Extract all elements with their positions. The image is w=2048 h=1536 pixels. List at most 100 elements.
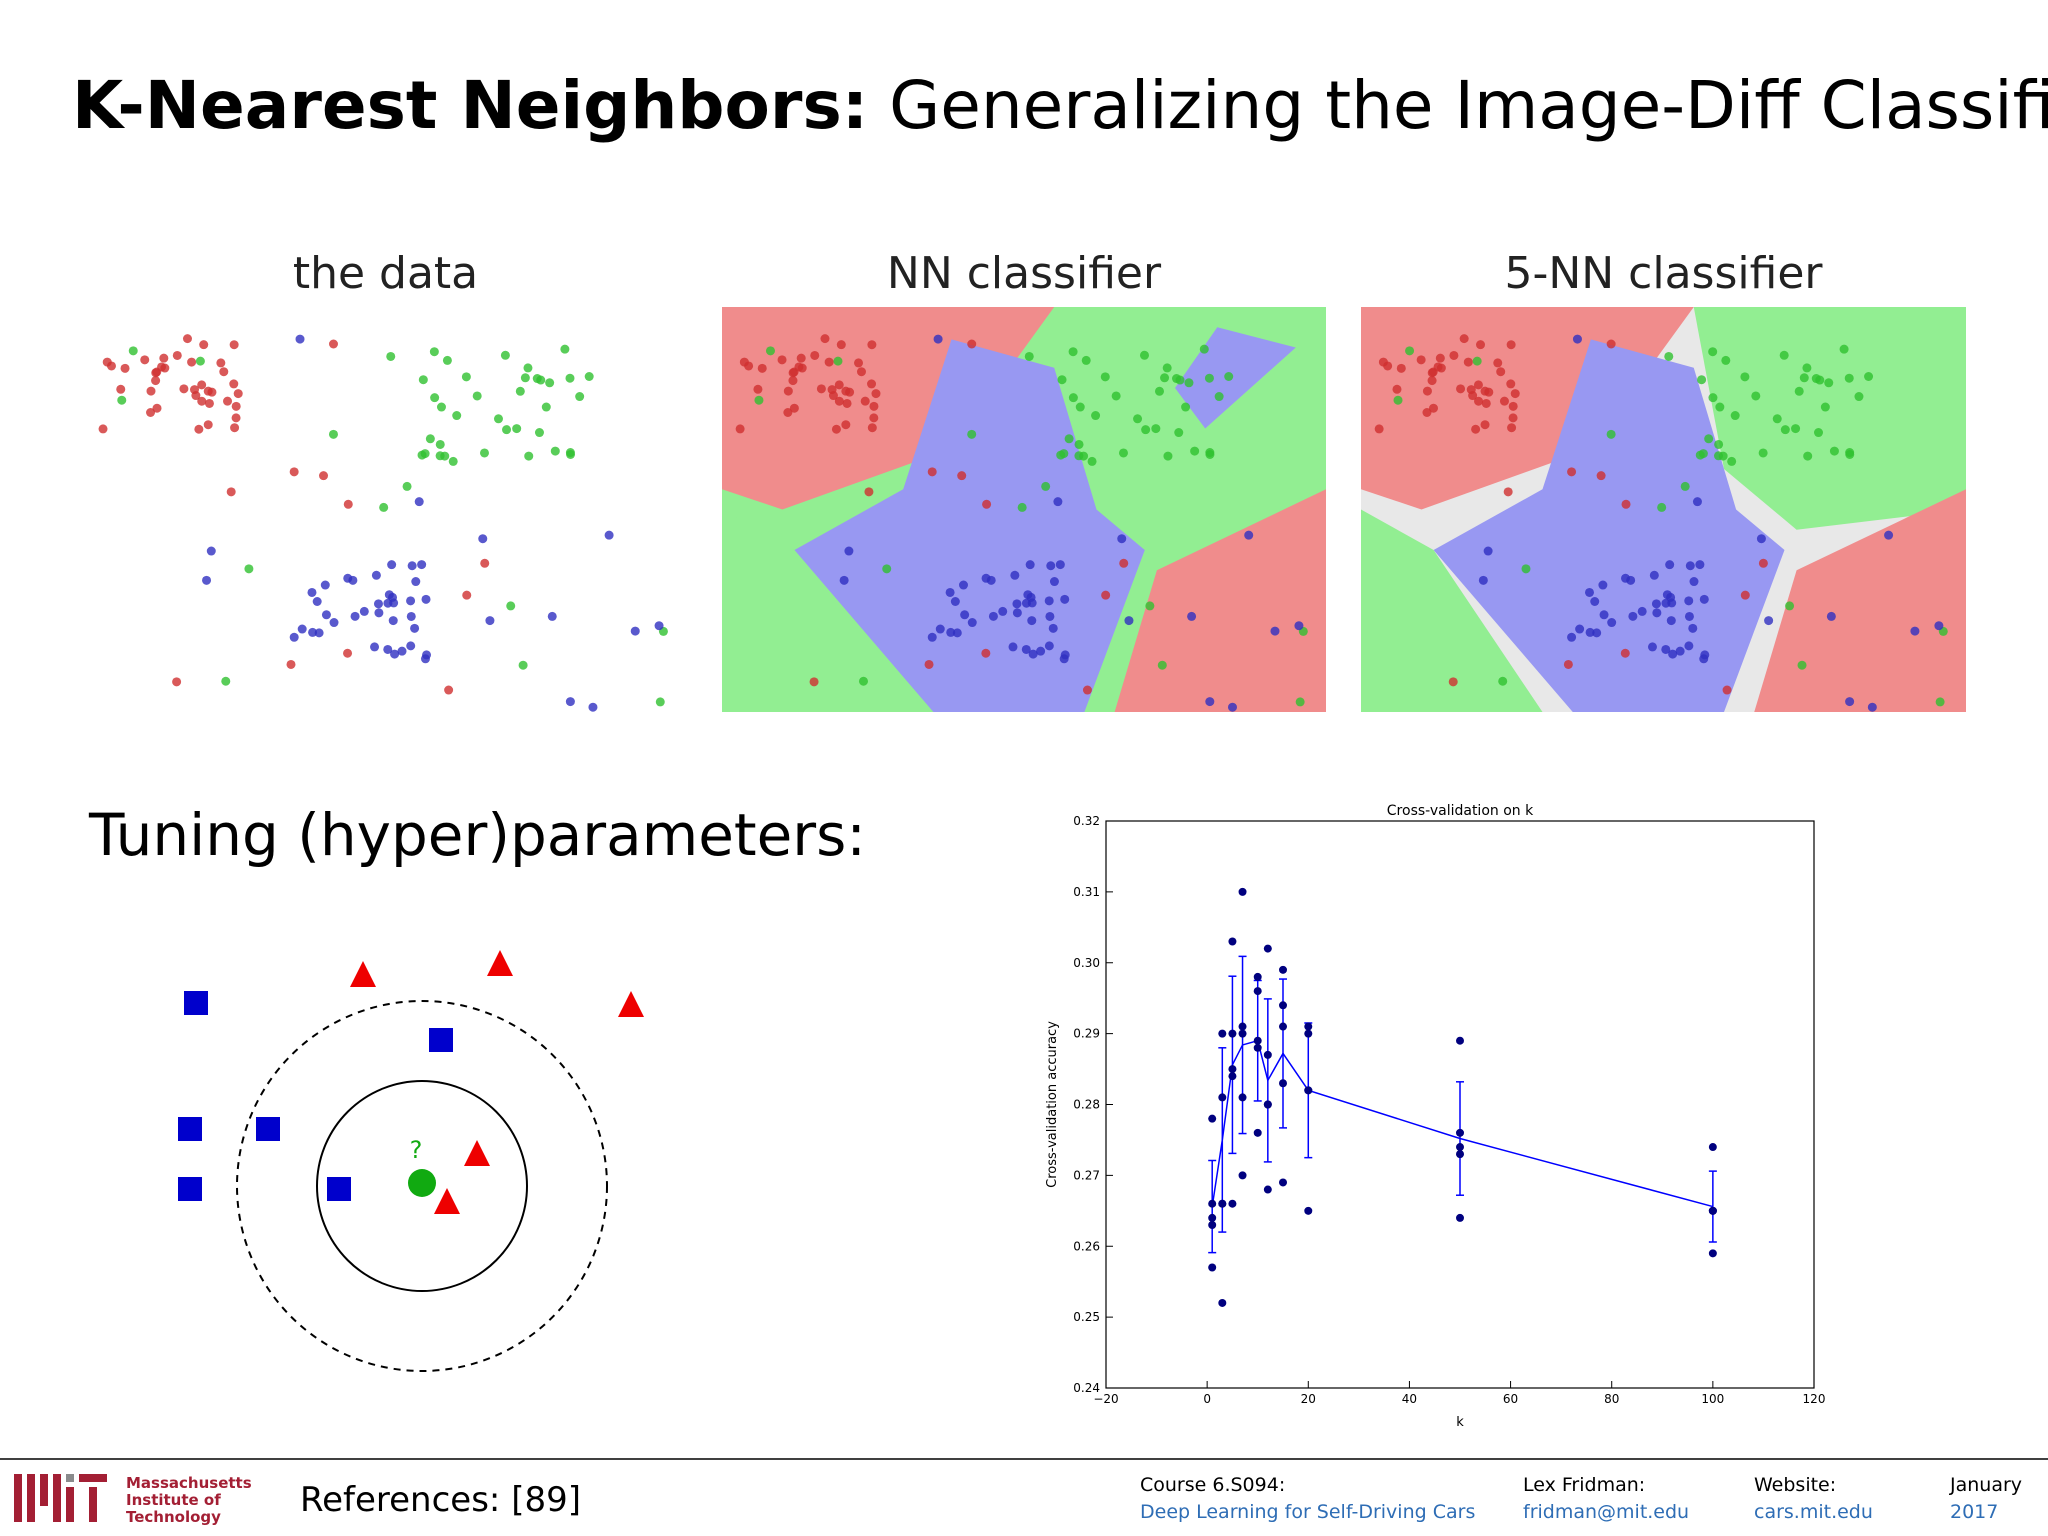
cv-point — [1304, 1022, 1313, 1031]
sample-dot — [739, 357, 749, 367]
sample-dot — [1779, 350, 1789, 360]
sample-dot — [1044, 596, 1054, 606]
sample-dot — [359, 606, 369, 616]
square — [184, 991, 208, 1015]
sample-dot — [1427, 368, 1437, 378]
sample-dot — [1068, 347, 1078, 357]
sample-dot — [1118, 448, 1128, 458]
sample-dot — [226, 487, 236, 497]
sample-dot — [1675, 646, 1685, 656]
sample-dot — [1435, 353, 1445, 363]
sample-dot — [1637, 606, 1647, 616]
panel-title: NN classifier — [887, 248, 1162, 299]
panel-title: the data — [293, 248, 478, 299]
sample-dot — [1227, 702, 1237, 712]
sample-dot — [1174, 428, 1184, 438]
sample-dot — [809, 677, 819, 687]
sample-dot — [1506, 340, 1516, 350]
sample-dot — [1074, 451, 1084, 461]
sample-dot — [867, 379, 877, 389]
sample-dot — [1012, 599, 1022, 609]
sample-dot — [328, 339, 338, 349]
sample-dot — [194, 424, 204, 434]
cv-point — [1218, 1029, 1227, 1038]
sample-dot — [588, 702, 598, 712]
sample-dot — [98, 424, 108, 434]
sample-dot — [1145, 601, 1155, 611]
sample-dot — [1884, 530, 1894, 540]
region — [1114, 489, 1326, 712]
sample-dot — [1756, 534, 1766, 544]
sample-dot — [841, 420, 851, 430]
sample-dot — [206, 546, 216, 556]
cv-point — [1253, 987, 1262, 996]
sample-dot — [1091, 411, 1101, 421]
cv-point — [1456, 1213, 1464, 1222]
sample-dot — [1392, 384, 1402, 394]
sample-dot — [842, 398, 852, 408]
sample-dot — [1057, 375, 1067, 385]
sample-dot — [1772, 414, 1782, 424]
sample-dot — [435, 451, 445, 461]
sample-dot — [1867, 702, 1877, 712]
sample-dot — [190, 385, 200, 395]
sample-dot — [1826, 611, 1836, 621]
footer-value: fridman@mit.edu — [1523, 1501, 1689, 1523]
sample-dot — [420, 654, 430, 664]
footer-label: Course 6.S094: — [1140, 1474, 1285, 1496]
sample-dot — [406, 641, 416, 651]
sample-dot — [1008, 642, 1018, 652]
sample-dot — [1151, 424, 1161, 434]
sample-dot — [373, 599, 383, 609]
sample-dot — [1087, 456, 1097, 466]
sample-dot — [379, 502, 389, 512]
sample-dot — [1607, 618, 1617, 628]
sample-dot — [383, 644, 393, 654]
sample-dot — [329, 618, 339, 628]
logo-text: Institute of — [126, 1491, 221, 1509]
sample-dot — [402, 481, 412, 491]
sample-dot — [1708, 393, 1718, 403]
sample-dot — [834, 380, 844, 390]
sample-dot — [1119, 558, 1129, 568]
cv-point — [1218, 1199, 1227, 1208]
sample-dot — [820, 334, 830, 344]
sample-dot — [1026, 592, 1036, 602]
sample-dot — [604, 530, 614, 540]
section-heading: Tuning (hyper)parameters: — [88, 801, 866, 869]
sample-dot — [146, 386, 156, 396]
sample-dot — [151, 376, 161, 386]
sample-dot — [1799, 373, 1809, 383]
sample-dot — [1567, 467, 1577, 477]
sample-dot — [140, 355, 150, 365]
sample-dot — [1592, 628, 1602, 638]
sample-dot — [199, 340, 209, 350]
sample-dot — [1715, 402, 1725, 412]
sample-dot — [1199, 344, 1209, 354]
sample-dot — [1572, 334, 1582, 344]
sample-dot — [461, 372, 471, 382]
sample-dot — [1428, 403, 1438, 413]
sample-dot — [350, 611, 360, 621]
sample-dot — [824, 357, 834, 367]
sample-dot — [406, 611, 416, 621]
y-tick-label: 0.27 — [1073, 1168, 1100, 1182]
sample-dot — [418, 375, 428, 385]
sample-dot — [854, 358, 864, 368]
sample-dot — [1714, 439, 1724, 449]
sample-dot — [864, 487, 874, 497]
sample-dot — [1041, 481, 1051, 491]
sample-dot — [981, 573, 991, 583]
region — [794, 339, 1145, 712]
sample-dot — [1563, 659, 1573, 669]
cv-point — [1279, 1178, 1287, 1187]
sample-dot — [754, 395, 764, 405]
sample-dot — [1698, 449, 1708, 459]
y-tick-label: 0.29 — [1073, 1027, 1100, 1041]
sample-dot — [219, 367, 229, 377]
sample-dot — [869, 413, 879, 423]
sample-dot — [783, 386, 793, 396]
sample-dot — [343, 499, 353, 509]
x-tick-label: 60 — [1503, 1392, 1518, 1406]
